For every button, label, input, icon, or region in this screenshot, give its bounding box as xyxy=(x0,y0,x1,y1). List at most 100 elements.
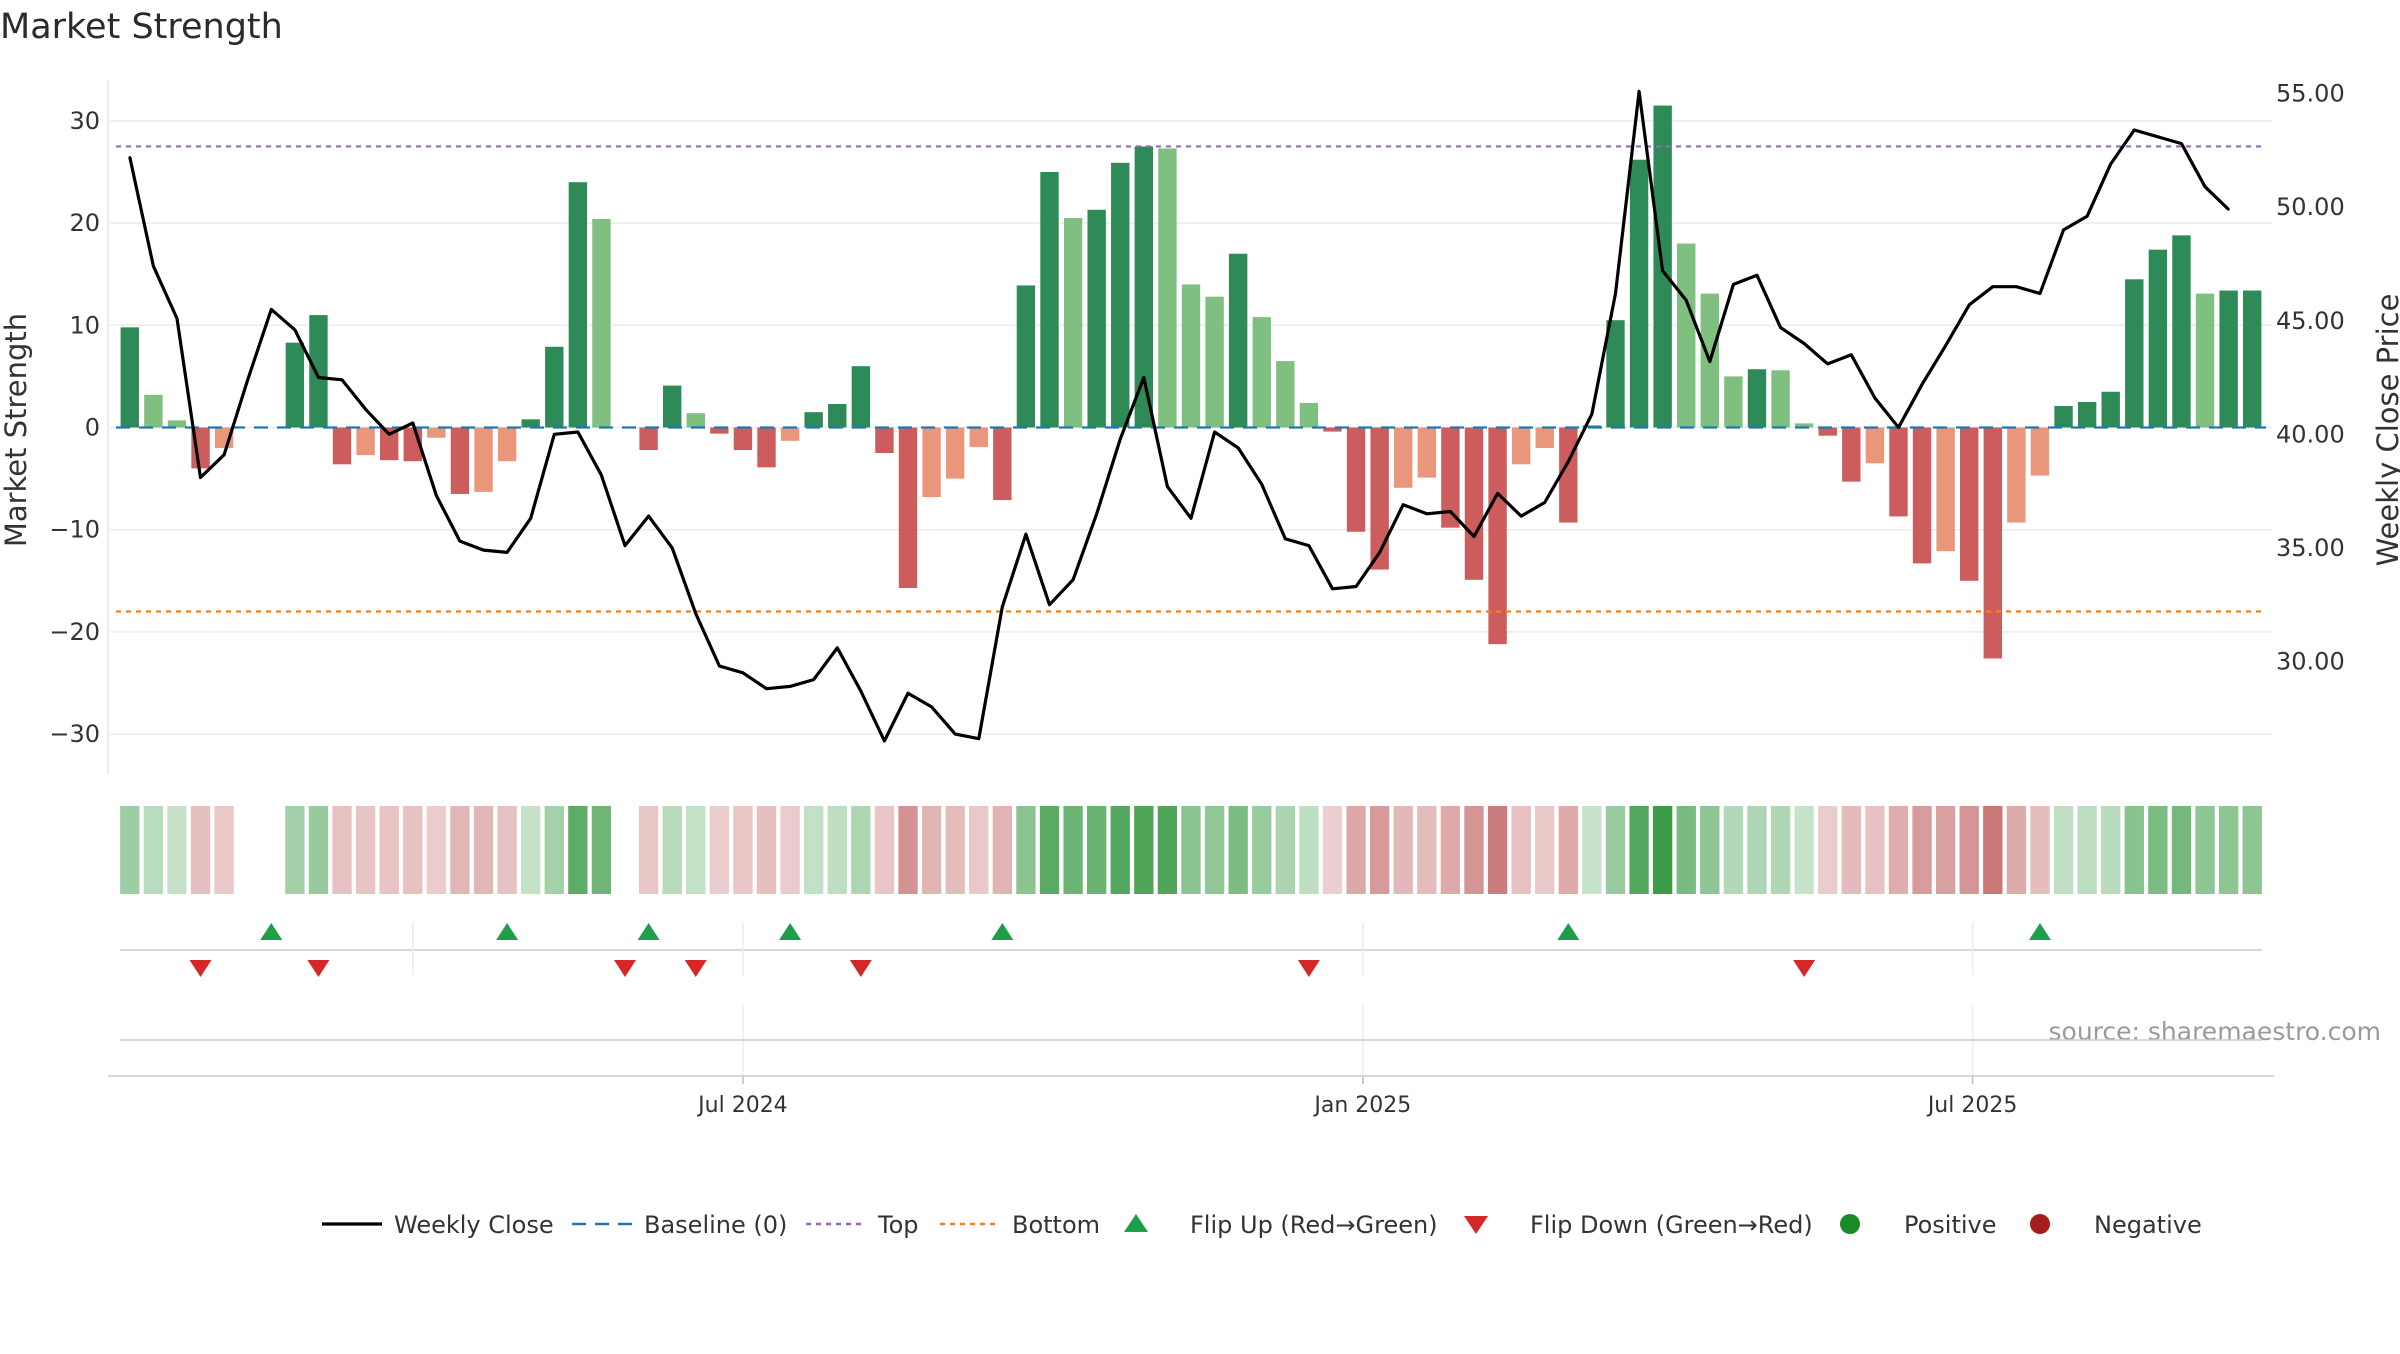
weekly-close-point xyxy=(953,732,957,736)
strength-cell xyxy=(568,806,588,894)
weekly-close-point xyxy=(2180,142,2183,145)
flip-markers-panel xyxy=(120,922,2262,977)
strength-bar xyxy=(1842,427,1861,482)
strength-bar xyxy=(1535,427,1554,448)
strength-cell xyxy=(945,806,965,894)
strength-cell xyxy=(1228,806,1248,894)
weekly-close-point xyxy=(1897,426,1900,429)
strength-cell xyxy=(1487,806,1508,894)
strength-bar xyxy=(1865,427,1885,464)
strength-bar xyxy=(1417,427,1437,478)
weekly-close-point xyxy=(1142,376,1146,379)
weekly-close-point xyxy=(1001,605,1004,609)
strength-cell xyxy=(1865,806,1885,894)
strength-cell xyxy=(756,806,777,894)
weekly-close-point xyxy=(836,646,839,650)
strength-bar xyxy=(1016,285,1036,428)
strength-bar xyxy=(686,413,705,428)
strength-cell xyxy=(1629,806,1649,894)
strength-bar xyxy=(1794,423,1814,428)
strength-cell xyxy=(1393,806,1413,894)
strength-bar xyxy=(1276,361,1295,428)
y-tick-right-label: 35.00 xyxy=(2276,534,2345,562)
strength-bar xyxy=(1464,427,1484,580)
strength-bar xyxy=(1629,159,1649,428)
chart-title: Market Strength xyxy=(0,7,283,47)
weekly-close-point xyxy=(2203,185,2207,188)
weekly-close-series xyxy=(128,89,2230,743)
strength-cell xyxy=(1912,806,1932,894)
strength-bar xyxy=(1747,369,1767,428)
strength-bar xyxy=(332,427,352,465)
strength-bar xyxy=(568,182,588,428)
strength-cell xyxy=(921,806,942,894)
weekly-close-point xyxy=(1236,446,1240,450)
weekly-close-point xyxy=(293,328,297,332)
legend-item-top: Top xyxy=(806,1211,919,1239)
y-tick-left-label: −10 xyxy=(49,516,100,544)
weekly-close-point xyxy=(1166,485,1169,488)
strength-bar xyxy=(545,346,564,428)
y-tick-right-label: 40.00 xyxy=(2276,420,2345,448)
strength-cell xyxy=(1511,806,1531,894)
weekly-close-point xyxy=(2227,208,2230,211)
strength-cell xyxy=(2030,806,2050,894)
weekly-close-point xyxy=(1449,510,1452,513)
strength-cell xyxy=(1582,806,1602,894)
weekly-close-line xyxy=(128,89,2230,743)
legend-label: Weekly Close xyxy=(394,1211,554,1239)
weekly-close-point xyxy=(1048,603,1051,606)
strength-cell xyxy=(2148,806,2168,894)
weekly-close-point xyxy=(364,408,367,411)
weekly-close-point xyxy=(1284,537,1287,540)
strength-bar xyxy=(497,427,517,462)
strength-bar xyxy=(945,427,965,479)
flip-down-marker xyxy=(1793,960,1816,977)
weekly-close-point xyxy=(718,664,721,668)
legend-item-flip-down: Flip Down (Green→Red) xyxy=(1464,1211,1813,1239)
source-note: source: sharemaestro.com xyxy=(2049,1017,2382,1046)
strength-cell xyxy=(992,806,1013,894)
weekly-close-point xyxy=(505,551,509,554)
strength-bar xyxy=(2077,401,2097,428)
weekly-close-point xyxy=(1095,512,1098,516)
strength-cell xyxy=(1440,806,1461,894)
strength-bar xyxy=(2007,427,2026,523)
weekly-close-point xyxy=(1189,517,1193,520)
weekly-close-point xyxy=(1708,360,1712,363)
weekly-close-point xyxy=(1307,544,1311,547)
strength-cell xyxy=(1605,806,1626,894)
strength-cell xyxy=(1110,806,1130,894)
legend-item-line: Weekly Close xyxy=(322,1211,554,1239)
strength-cell xyxy=(1346,806,1366,894)
weekly-close-point xyxy=(2109,162,2112,166)
legend-swatch-dot xyxy=(2030,1214,2050,1234)
strength-cell xyxy=(2124,806,2144,894)
strength-bar xyxy=(1889,427,1908,517)
strength-bar xyxy=(1606,320,1625,428)
y-tick-right-label: 55.00 xyxy=(2276,80,2345,108)
strength-cell xyxy=(1535,806,1555,894)
y-tick-left-label: −30 xyxy=(49,720,100,748)
flip-up-marker xyxy=(1557,923,1580,940)
weekly-close-point xyxy=(788,685,792,688)
strength-heat-strip xyxy=(120,806,2262,894)
weekly-close-point xyxy=(1614,292,1617,295)
strength-cell xyxy=(143,806,164,894)
strength-cell xyxy=(2195,806,2215,894)
strength-cell xyxy=(1369,806,1390,894)
strength-bar xyxy=(1394,427,1413,488)
weekly-close-point xyxy=(317,376,320,379)
strength-bar xyxy=(710,427,729,434)
legend-item-positive: Positive xyxy=(1840,1211,1997,1239)
y-tick-left-label: 20 xyxy=(69,209,100,237)
weekly-close-point xyxy=(1543,501,1546,504)
weekly-close-point xyxy=(694,612,697,615)
strength-bar xyxy=(828,403,847,428)
strength-bar xyxy=(1040,171,1059,428)
strength-bar xyxy=(450,427,470,494)
legend-item-negative: Negative xyxy=(2030,1211,2202,1239)
flip-down-marker xyxy=(614,960,637,977)
strength-bar xyxy=(757,427,776,468)
